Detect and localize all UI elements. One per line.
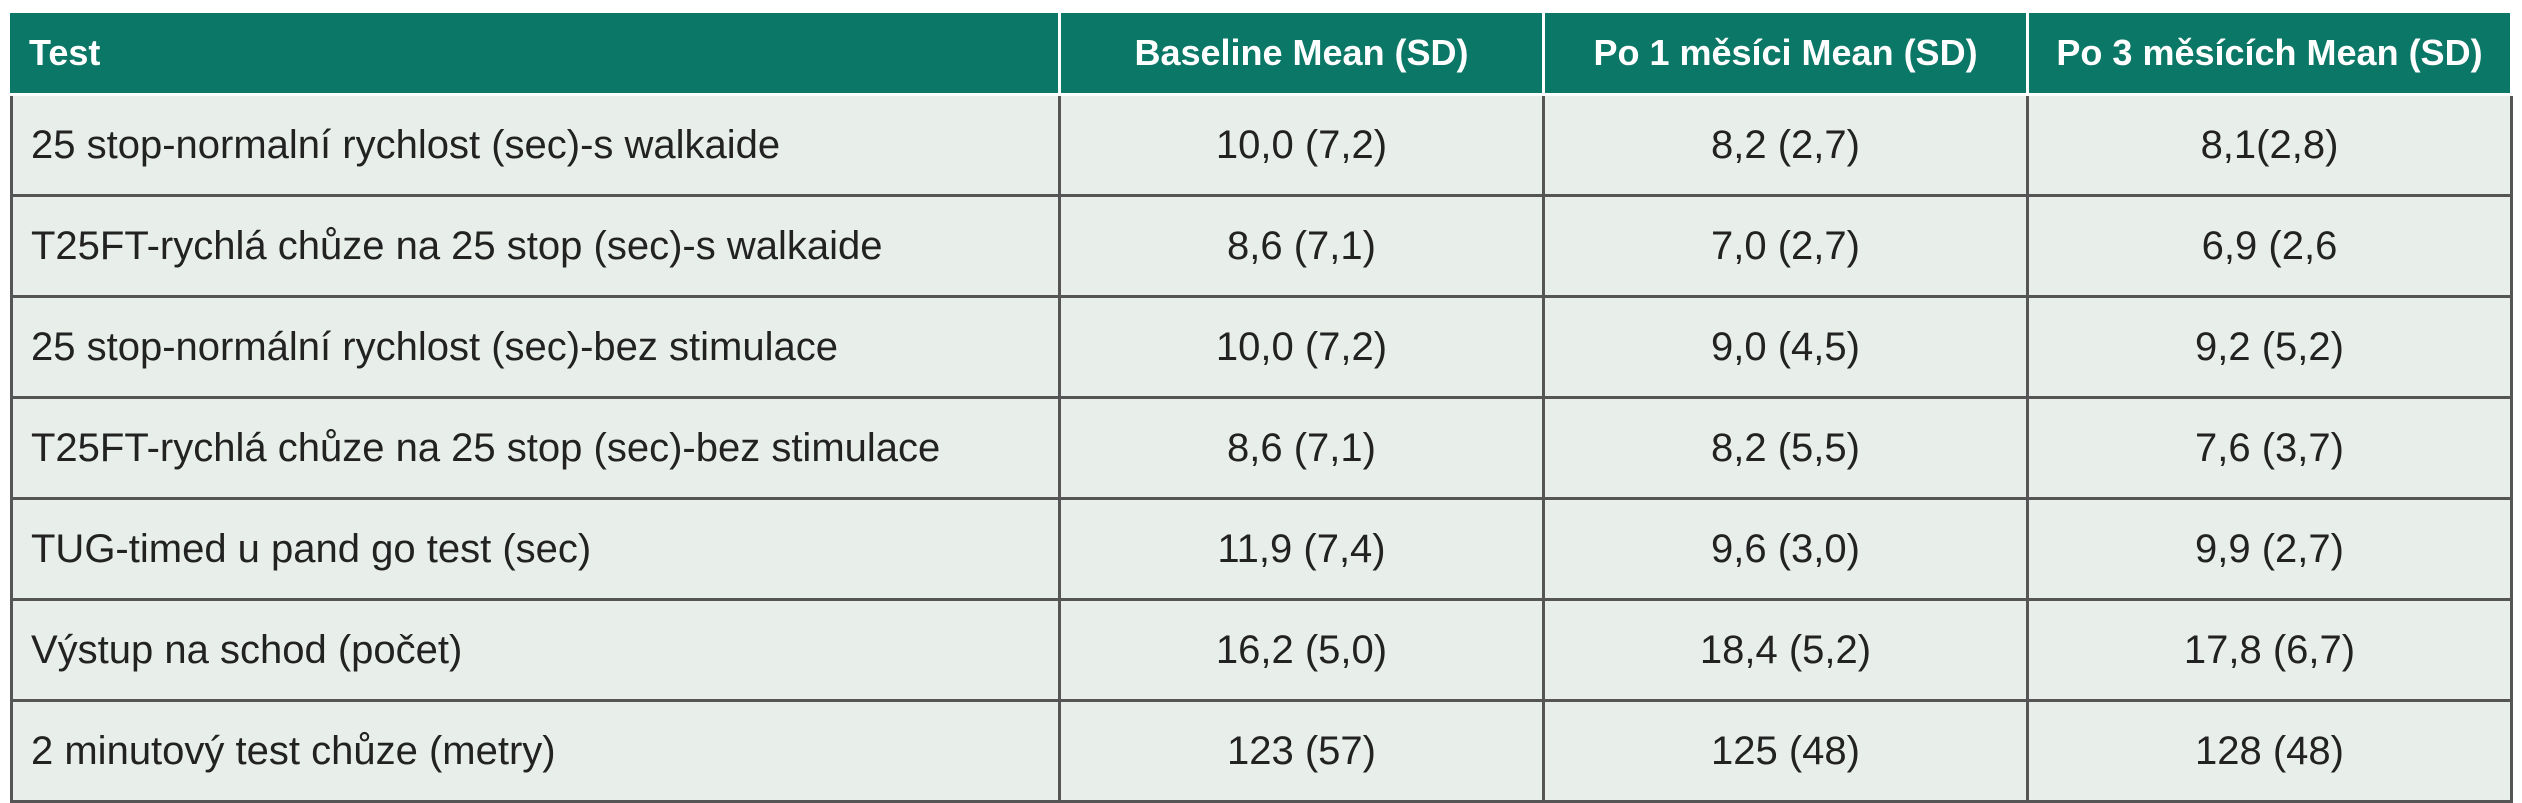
table-row: 25 stop-normální rychlost (sec)-bez stim… xyxy=(10,295,2513,399)
cell-test-name: 25 stop-normální rychlost (sec)-bez stim… xyxy=(10,295,1061,399)
table-row: T25FT-rychlá chůze na 25 stop (sec)-s wa… xyxy=(10,194,2513,298)
cell-1-month: 9,0 (4,5) xyxy=(1542,295,2029,399)
cell-1-month: 8,2 (5,5) xyxy=(1542,396,2029,500)
cell-test-name: TUG-timed u pand go test (sec) xyxy=(10,497,1061,601)
cell-3-months: 8,1(2,8) xyxy=(2026,93,2513,197)
cell-1-month: 7,0 (2,7) xyxy=(1542,194,2029,298)
cell-1-month: 18,4 (5,2) xyxy=(1542,598,2029,702)
cell-test-name: 25 stop-normalní rychlost (sec)-s walkai… xyxy=(10,93,1061,197)
cell-3-months: 128 (48) xyxy=(2026,699,2513,803)
cell-baseline: 8,6 (7,1) xyxy=(1058,396,1545,500)
header-baseline: Baseline Mean (SD) xyxy=(1058,10,1545,96)
cell-1-month: 125 (48) xyxy=(1542,699,2029,803)
cell-test-name: T25FT-rychlá chůze na 25 stop (sec)-s wa… xyxy=(10,194,1061,298)
cell-test-name: T25FT-rychlá chůze na 25 stop (sec)-bez … xyxy=(10,396,1061,500)
cell-test-name: Výstup na schod (počet) xyxy=(10,598,1061,702)
cell-baseline: 16,2 (5,0) xyxy=(1058,598,1545,702)
table-header-row: Test Baseline Mean (SD) Po 1 měsíci Mean… xyxy=(10,10,2513,96)
header-test: Test xyxy=(10,10,1061,96)
cell-baseline: 8,6 (7,1) xyxy=(1058,194,1545,298)
cell-3-months: 17,8 (6,7) xyxy=(2026,598,2513,702)
table-row: Výstup na schod (počet) 16,2 (5,0) 18,4 … xyxy=(10,598,2513,702)
cell-1-month: 8,2 (2,7) xyxy=(1542,93,2029,197)
header-3-months: Po 3 měsících Mean (SD) xyxy=(2026,10,2513,96)
cell-baseline: 11,9 (7,4) xyxy=(1058,497,1545,601)
cell-baseline: 10,0 (7,2) xyxy=(1058,295,1545,399)
results-table: Test Baseline Mean (SD) Po 1 měsíci Mean… xyxy=(10,10,2513,803)
cell-baseline: 123 (57) xyxy=(1058,699,1545,803)
table-row: TUG-timed u pand go test (sec) 11,9 (7,4… xyxy=(10,497,2513,601)
table-row: T25FT-rychlá chůze na 25 stop (sec)-bez … xyxy=(10,396,2513,500)
cell-3-months: 9,9 (2,7) xyxy=(2026,497,2513,601)
results-table-container: Test Baseline Mean (SD) Po 1 měsíci Mean… xyxy=(10,10,2513,803)
cell-3-months: 7,6 (3,7) xyxy=(2026,396,2513,500)
cell-3-months: 9,2 (5,2) xyxy=(2026,295,2513,399)
cell-test-name: 2 minutový test chůze (metry) xyxy=(10,699,1061,803)
cell-1-month: 9,6 (3,0) xyxy=(1542,497,2029,601)
header-1-month: Po 1 měsíci Mean (SD) xyxy=(1542,10,2029,96)
cell-baseline: 10,0 (7,2) xyxy=(1058,93,1545,197)
cell-3-months: 6,9 (2,6 xyxy=(2026,194,2513,298)
table-row: 25 stop-normalní rychlost (sec)-s walkai… xyxy=(10,93,2513,197)
table-row: 2 minutový test chůze (metry) 123 (57) 1… xyxy=(10,699,2513,803)
